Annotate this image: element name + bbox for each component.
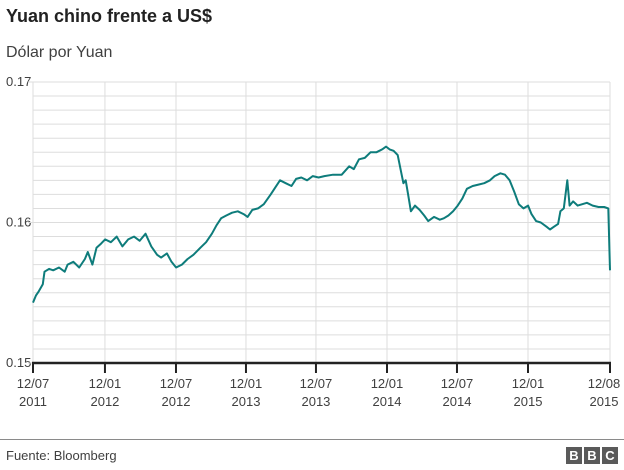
x-tick-label: 2012 [90,394,119,409]
yuan-usd-line [32,145,611,303]
y-tick-label: 0.17 [6,74,31,89]
x-tick-label: 12/08 [588,376,621,391]
y-tick-label: 0.15 [6,355,31,370]
bbc-logo-letter: B [566,447,582,464]
x-tick-label: 2014 [443,394,472,409]
x-tick-label: 2013 [301,394,330,409]
x-tick-label: 2012 [162,394,191,409]
bbc-logo-letter: B [584,447,600,464]
chart-subtitle: Dólar por Yuan [6,44,113,61]
chart-title: Yuan chino frente a US$ [6,6,213,26]
x-tick-label: 2013 [232,394,261,409]
footer-divider [0,439,624,440]
x-tick-label: 12/01 [371,376,404,391]
x-tick-label: 2015 [514,394,543,409]
x-tick-label: 12/01 [512,376,545,391]
x-tick-label: 2011 [19,394,47,409]
x-tick-label: 2015 [590,394,619,409]
x-tick-label: 12/07 [160,376,193,391]
line-chart: 0.17 0.16 0.15 12/07 2011 12/01 2012 12/07 2012… [6,74,621,409]
y-axis-ticks: 0.17 0.16 0.15 [6,74,33,370]
x-tick-label: 12/07 [300,376,333,391]
x-tick-label: 2014 [373,394,402,409]
x-tick-label: 12/01 [230,376,263,391]
bbc-logo: B B C [566,447,618,464]
x-tick-label: 12/07 [17,376,50,391]
x-axis: 12/07 2011 12/01 2012 12/07 2012 12/01 2013 12/0… [17,361,621,409]
source-note: Fuente: Bloomberg [6,448,117,463]
bbc-logo-letter: C [602,447,618,464]
x-tick-label: 12/07 [441,376,474,391]
x-tick-label: 12/01 [89,376,122,391]
y-tick-label: 0.16 [6,215,31,230]
grid-lines [32,81,611,364]
